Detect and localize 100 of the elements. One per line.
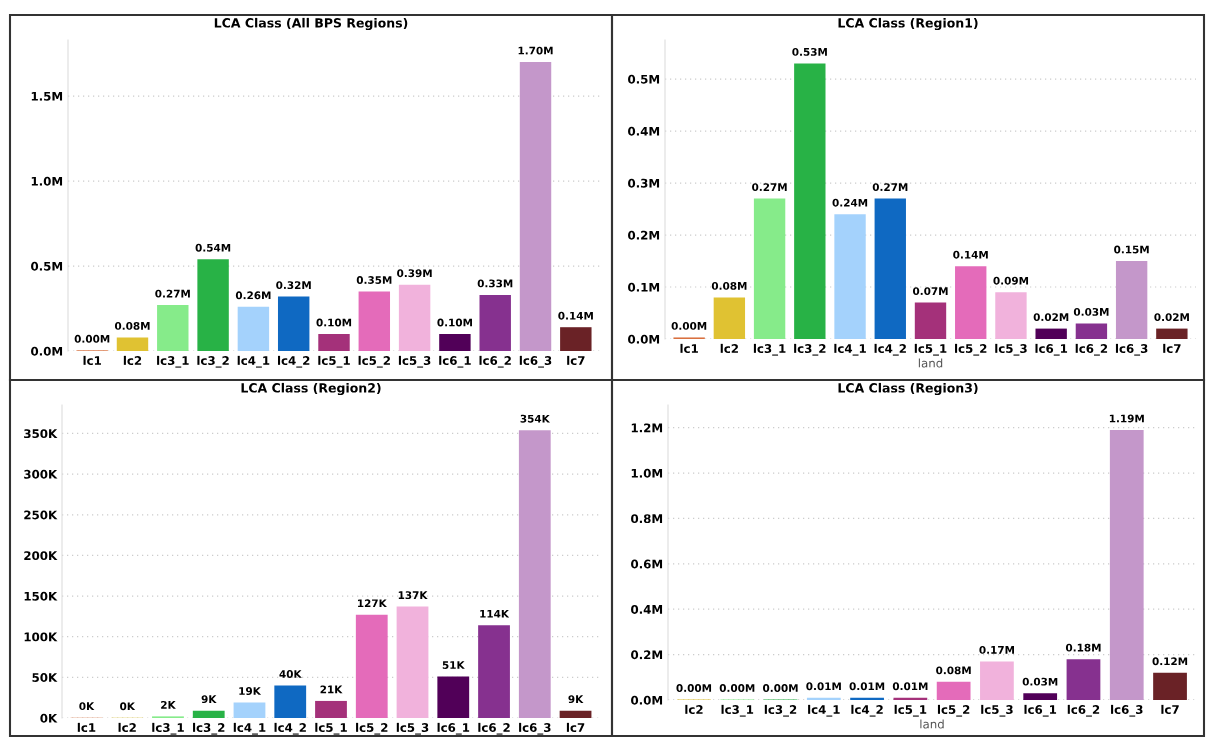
data-label: 114K <box>480 610 510 618</box>
y-tick-label: 0.6M <box>631 559 663 569</box>
x-tick-label: lc6_2 <box>1067 704 1100 717</box>
y-tick-label: 250K <box>24 510 58 520</box>
x-tick-label: lc5_1 <box>894 704 927 717</box>
x-tick-label: lc7 <box>1163 343 1181 353</box>
y-tick-label: 0.4M <box>628 126 660 136</box>
y-tick-label: 0.1M <box>628 282 660 292</box>
x-tick-label: lc4_1 <box>834 343 866 356</box>
bar <box>277 296 310 351</box>
bar <box>936 681 971 700</box>
chart-title: LCA Class (Region3) <box>838 382 978 396</box>
x-tick-label: lc5_2 <box>955 343 987 356</box>
y-tick-label: 0.3M <box>628 178 660 188</box>
data-label: 51K <box>442 661 465 669</box>
bar <box>197 259 229 351</box>
data-label: 0.01M <box>806 682 841 691</box>
bar <box>396 606 429 718</box>
data-label: 0.10M <box>316 318 352 327</box>
bar <box>995 292 1027 339</box>
x-tick-label: lc3_2 <box>197 355 229 368</box>
x-tick-label: lc1 <box>77 722 96 732</box>
x-tick-label: lc1 <box>680 343 698 353</box>
data-label: 0.00M <box>676 684 712 692</box>
bar <box>794 63 826 339</box>
data-label: 2K <box>161 700 176 709</box>
y-tick-label: 0.0M <box>628 334 660 344</box>
data-label: 1.70M <box>518 46 553 55</box>
x-axis-title: land <box>920 719 944 729</box>
y-tick-label: 0.2M <box>631 650 663 660</box>
y-tick-label: 200K <box>24 551 58 561</box>
bar <box>1023 693 1058 700</box>
bar <box>398 284 431 351</box>
x-tick-label: lc7 <box>1161 704 1179 714</box>
data-label: 0.02M <box>1154 313 1189 322</box>
bar <box>518 430 551 718</box>
data-label: 0.10M <box>437 318 472 327</box>
data-label: 9K <box>201 695 217 704</box>
data-label: 9K <box>568 695 584 704</box>
y-tick-label: 0.0M <box>31 346 63 356</box>
data-label: 0.39M <box>397 269 432 278</box>
x-axis-title: land <box>918 358 943 368</box>
x-tick-label: lc5_3 <box>396 722 429 735</box>
bar <box>358 291 391 351</box>
x-tick-label: lc2 <box>118 722 136 732</box>
bar <box>874 198 906 339</box>
y-tick-label: 0K <box>40 713 58 723</box>
bar <box>955 266 987 339</box>
data-label: 0K <box>79 702 95 711</box>
data-label: 0.14M <box>953 250 988 259</box>
bar <box>1066 659 1101 700</box>
bar <box>519 62 552 351</box>
data-label: 0.08M <box>114 321 150 330</box>
data-label: 0.00M <box>762 684 798 692</box>
data-label: 0.07M <box>912 287 948 296</box>
bar <box>1035 328 1067 339</box>
bar <box>315 700 347 718</box>
x-tick-label: lc6_1 <box>439 355 471 368</box>
x-tick-label: lc3_1 <box>157 355 189 368</box>
data-label: 0.12M <box>1152 657 1188 666</box>
x-tick-label: lc5_3 <box>981 704 1013 717</box>
bar <box>157 305 189 351</box>
data-label: 0.01M <box>892 682 928 691</box>
bar <box>834 214 866 339</box>
x-tick-label: lc6_3 <box>519 355 552 368</box>
data-label: 0.15M <box>1114 245 1149 254</box>
chart-title: LCA Class (Region2) <box>241 382 381 396</box>
x-tick-label: lc7 <box>567 355 585 365</box>
x-tick-label: lc3_2 <box>794 343 826 356</box>
data-label: 0K <box>120 702 136 711</box>
x-tick-label: lc4_1 <box>233 722 266 735</box>
data-label: 0.27M <box>872 183 908 192</box>
bar <box>318 334 350 351</box>
bar <box>479 294 511 351</box>
y-tick-label: 300K <box>24 469 58 479</box>
bar <box>274 685 307 718</box>
data-label: 0.02M <box>1033 313 1069 322</box>
data-label: 0.08M <box>936 666 971 675</box>
data-label: 354K <box>520 414 551 423</box>
x-tick-label: lc4_1 <box>808 704 840 717</box>
x-tick-label: lc6_2 <box>1075 343 1108 356</box>
chart-title: LCA Class (Region1) <box>838 17 978 31</box>
data-label: 0.03M <box>1073 307 1109 316</box>
x-tick-label: lc6_2 <box>479 355 511 368</box>
data-label: 0.33M <box>477 279 513 288</box>
x-tick-label: lc7 <box>566 722 585 732</box>
data-label: 0.53M <box>792 47 827 56</box>
data-label: 0.27M <box>155 289 190 298</box>
data-label: 0.09M <box>993 276 1029 285</box>
y-tick-label: 1.0M <box>631 468 663 478</box>
chart-title: LCA Class (All BPS Regions) <box>214 17 408 31</box>
x-tick-label: lc4_2 <box>851 704 883 717</box>
data-label: 137K <box>398 591 428 600</box>
bar <box>478 625 510 718</box>
y-tick-label: 0.5M <box>31 261 63 271</box>
x-tick-label: lc4_1 <box>237 355 270 368</box>
x-tick-label: lc2 <box>123 355 142 365</box>
y-tick-label: 100K <box>24 632 58 642</box>
bar <box>355 614 388 718</box>
x-tick-label: lc6_1 <box>1024 704 1057 717</box>
